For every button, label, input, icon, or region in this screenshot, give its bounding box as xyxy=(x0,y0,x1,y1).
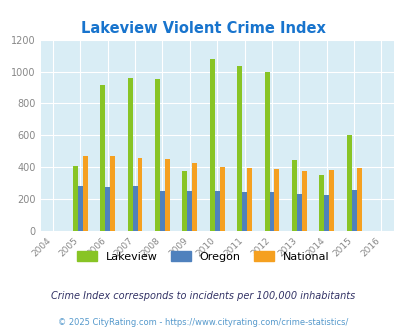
Bar xyxy=(346,135,351,231)
Bar xyxy=(319,176,324,231)
Bar xyxy=(247,168,252,231)
Bar xyxy=(192,163,197,231)
Bar xyxy=(132,185,137,231)
Bar xyxy=(209,59,214,231)
Bar xyxy=(328,170,333,231)
Bar xyxy=(73,166,78,231)
Bar xyxy=(269,192,274,231)
Bar xyxy=(110,156,115,231)
Bar xyxy=(356,168,360,231)
Bar xyxy=(219,167,224,231)
Bar xyxy=(155,80,160,231)
Bar xyxy=(264,72,269,231)
Text: Crime Index corresponds to incidents per 100,000 inhabitants: Crime Index corresponds to incidents per… xyxy=(51,291,354,301)
Bar xyxy=(100,85,105,231)
Bar xyxy=(351,189,356,231)
Bar xyxy=(187,191,192,231)
Bar xyxy=(237,66,241,231)
Legend: Lakeview, Oregon, National: Lakeview, Oregon, National xyxy=(72,247,333,267)
Bar xyxy=(182,171,187,231)
Text: © 2025 CityRating.com - https://www.cityrating.com/crime-statistics/: © 2025 CityRating.com - https://www.city… xyxy=(58,318,347,327)
Bar xyxy=(78,185,83,231)
Bar xyxy=(274,169,279,231)
Bar xyxy=(83,156,87,231)
Bar xyxy=(291,160,296,231)
Bar xyxy=(127,78,132,231)
Bar xyxy=(301,171,306,231)
Bar xyxy=(214,191,219,231)
Bar xyxy=(296,194,301,231)
Bar xyxy=(137,158,142,231)
Bar xyxy=(241,192,247,231)
Bar xyxy=(164,159,169,231)
Text: Lakeview Violent Crime Index: Lakeview Violent Crime Index xyxy=(80,21,325,36)
Bar xyxy=(160,191,164,231)
Bar xyxy=(105,187,110,231)
Bar xyxy=(324,195,328,231)
